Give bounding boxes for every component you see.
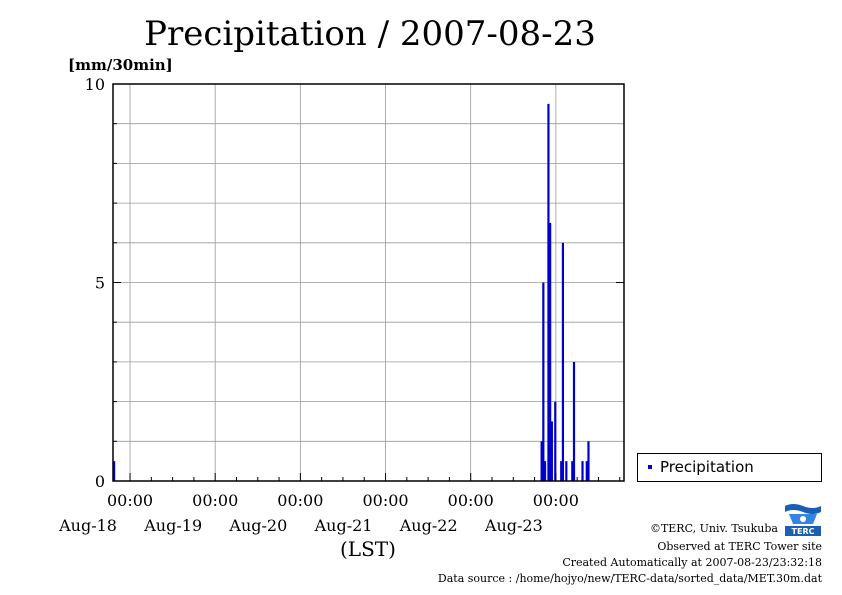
x-axis-title: (LST) bbox=[340, 537, 396, 561]
x-axis-ticks: 00:00 Aug-18 00:00 Aug-19 00:00 Aug-20 00:00 Au… bbox=[58, 473, 621, 535]
precipitation-bar bbox=[542, 282, 545, 481]
y-axis-ticks: 0 5 10 bbox=[85, 75, 624, 491]
x-tick-date-label: Aug-20 bbox=[228, 516, 287, 535]
x-tick-date-label: Aug-23 bbox=[484, 516, 543, 535]
precipitation-bar bbox=[113, 461, 116, 481]
bar-series bbox=[113, 103, 590, 481]
x-tick-date-label: Aug-21 bbox=[314, 516, 373, 535]
y-tick-label: 10 bbox=[85, 75, 105, 94]
legend-swatch bbox=[648, 465, 652, 469]
y-tick-label: 5 bbox=[95, 274, 105, 293]
x-tick-time-label: 00:00 bbox=[362, 491, 408, 510]
precipitation-bar bbox=[549, 222, 552, 481]
credit-created: Created Automatically at 2007-08-23/23:3… bbox=[562, 556, 822, 569]
legend-label: Precipitation bbox=[660, 458, 754, 476]
precipitation-bar bbox=[572, 361, 576, 481]
terc-logo-icon: TERC bbox=[783, 502, 823, 536]
x-tick-time-label: 00:00 bbox=[107, 491, 153, 510]
x-tick-time-label: 00:00 bbox=[277, 491, 323, 510]
logo-text: TERC bbox=[792, 527, 815, 536]
precipitation-bar bbox=[550, 421, 553, 481]
precipitation-bar bbox=[547, 103, 550, 481]
x-tick-date-label: Aug-19 bbox=[143, 516, 202, 535]
credit-copyright: ©TERC, Univ. Tsukuba bbox=[649, 522, 778, 535]
legend: Precipitation bbox=[637, 453, 822, 482]
grid-lines bbox=[113, 84, 624, 481]
precipitation-bar bbox=[560, 461, 563, 481]
x-tick-time-label: 00:00 bbox=[533, 491, 579, 510]
x-tick-date-label: Aug-18 bbox=[58, 516, 117, 535]
x-tick-time-label: 00:00 bbox=[448, 491, 494, 510]
precipitation-bar bbox=[581, 461, 584, 481]
y-axis-unit-label: [mm/30min] bbox=[68, 56, 173, 74]
y-tick-label: 0 bbox=[95, 472, 105, 491]
precipitation-bar bbox=[571, 461, 574, 481]
precipitation-bar bbox=[587, 441, 590, 481]
x-tick-time-label: 00:00 bbox=[192, 491, 238, 510]
precipitation-bar bbox=[585, 461, 588, 481]
chart-title: Precipitation / 2007-08-23 bbox=[144, 14, 596, 54]
precipitation-bar bbox=[554, 401, 557, 481]
credit-site: Observed at TERC Tower site bbox=[657, 540, 822, 553]
precipitation-bar bbox=[565, 461, 568, 481]
credit-source: Data source : /home/hojyo/new/TERC-data/… bbox=[437, 572, 822, 585]
precipitation-bar bbox=[561, 242, 565, 481]
precipitation-bar bbox=[540, 441, 543, 481]
precipitation-bar bbox=[543, 461, 547, 481]
x-tick-date-label: Aug-22 bbox=[399, 516, 458, 535]
